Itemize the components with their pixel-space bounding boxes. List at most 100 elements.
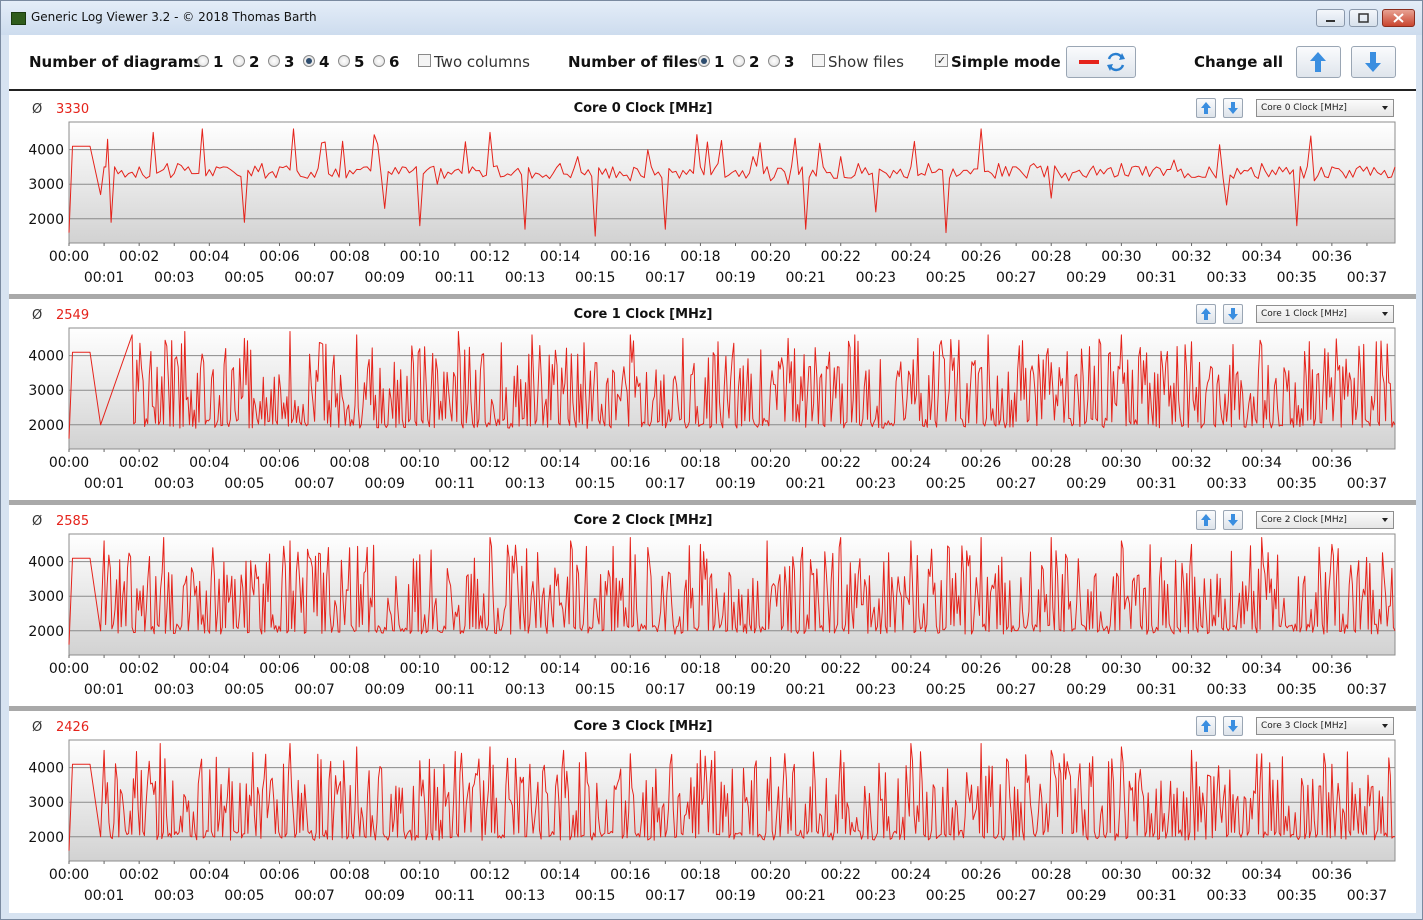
- x-tick-label: 00:13: [505, 682, 545, 698]
- x-tick-label: 00:37: [1347, 888, 1387, 904]
- channel-select-value: Core 0 Clock [MHz]: [1261, 103, 1347, 113]
- x-tick-label: 00:16: [610, 661, 650, 677]
- x-tick-label: 00:02: [119, 661, 159, 677]
- close-icon: [1393, 13, 1404, 23]
- x-tick-label: 00:22: [821, 661, 861, 677]
- x-tick-label: 00:27: [996, 476, 1036, 492]
- x-tick-label: 00:15: [575, 270, 615, 286]
- panel-up-button[interactable]: [1196, 510, 1216, 530]
- channel-select[interactable]: Core 1 Clock [MHz]: [1256, 305, 1394, 323]
- x-tick-label: 00:25: [926, 476, 966, 492]
- x-tick-label: 00:36: [1312, 661, 1352, 677]
- average-value: 2585: [56, 514, 90, 529]
- panel-down-button[interactable]: [1223, 304, 1243, 324]
- window-title: Generic Log Viewer 3.2 - © 2018 Thomas B…: [31, 10, 317, 24]
- x-tick-label: 00:18: [680, 455, 720, 471]
- close-button[interactable]: [1382, 9, 1415, 27]
- files-radio-3[interactable]: [768, 55, 780, 67]
- x-tick-label: 00:24: [891, 249, 931, 265]
- panel-down-button[interactable]: [1223, 98, 1243, 118]
- diagrams-radio-1[interactable]: [197, 55, 209, 67]
- x-tick-label: 00:07: [294, 476, 334, 492]
- diagrams-radio-3-label: 3: [284, 53, 295, 71]
- files-radio-1[interactable]: [698, 55, 710, 67]
- panel-title: Core 0 Clock [MHz]: [573, 101, 713, 116]
- y-tick-label: 3000: [28, 589, 64, 605]
- x-tick-label: 00:34: [1242, 661, 1282, 677]
- channel-select[interactable]: Core 3 Clock [MHz]: [1256, 717, 1394, 735]
- panel-splitter[interactable]: [9, 294, 1416, 299]
- show-files-checkbox[interactable]: [812, 54, 825, 67]
- x-tick-label: 00:36: [1312, 455, 1352, 471]
- arrow-down-icon: [1228, 102, 1238, 114]
- maximize-icon: [1358, 13, 1369, 23]
- x-tick-label: 00:23: [856, 270, 896, 286]
- x-tick-label: 00:22: [821, 455, 861, 471]
- panel-up-button[interactable]: [1196, 304, 1216, 324]
- x-tick-label: 00:35: [1277, 682, 1317, 698]
- x-tick-label: 00:20: [750, 455, 790, 471]
- x-tick-label: 00:15: [575, 682, 615, 698]
- x-tick-label: 00:08: [329, 661, 369, 677]
- x-tick-label: 00:06: [259, 661, 299, 677]
- x-tick-label: 00:08: [329, 867, 369, 883]
- diagrams-radio-4[interactable]: [303, 55, 315, 67]
- panel-splitter[interactable]: [9, 500, 1416, 505]
- x-tick-label: 00:17: [645, 682, 685, 698]
- maximize-button[interactable]: [1349, 9, 1378, 27]
- x-tick-label: 00:27: [996, 270, 1036, 286]
- files-radio-3-label: 3: [784, 53, 795, 71]
- diagrams-radio-3[interactable]: [268, 55, 280, 67]
- x-tick-label: 00:11: [435, 682, 475, 698]
- x-tick-label: 00:16: [610, 867, 650, 883]
- channel-select[interactable]: Core 2 Clock [MHz]: [1256, 511, 1394, 529]
- panel-down-button[interactable]: [1223, 716, 1243, 736]
- x-tick-label: 00:24: [891, 867, 931, 883]
- diagrams-radio-2[interactable]: [233, 55, 245, 67]
- x-tick-label: 00:03: [154, 888, 194, 904]
- minimize-button[interactable]: [1316, 9, 1345, 27]
- x-tick-label: 00:16: [610, 455, 650, 471]
- panel-title: Core 1 Clock [MHz]: [573, 307, 713, 322]
- x-tick-label: 00:01: [84, 270, 124, 286]
- y-tick-label: 4000: [28, 555, 64, 571]
- panel-title: Core 3 Clock [MHz]: [573, 719, 713, 734]
- panel-splitter[interactable]: [9, 706, 1416, 711]
- simple-mode-checkbox[interactable]: ✓: [935, 54, 948, 67]
- x-tick-label: 00:24: [891, 661, 931, 677]
- x-tick-label: 00:04: [189, 455, 229, 471]
- x-tick-label: 00:05: [224, 270, 264, 286]
- x-tick-label: 00:33: [1206, 888, 1246, 904]
- panel-up-button[interactable]: [1196, 716, 1216, 736]
- x-tick-label: 00:14: [540, 867, 580, 883]
- x-tick-label: 00:03: [154, 682, 194, 698]
- panel-down-button[interactable]: [1223, 510, 1243, 530]
- x-tick-label: 00:07: [294, 270, 334, 286]
- arrow-up-icon: [1201, 720, 1211, 732]
- x-tick-label: 00:05: [224, 888, 264, 904]
- diagrams-radio-5[interactable]: [338, 55, 350, 67]
- x-tick-label: 00:19: [715, 476, 755, 492]
- x-tick-label: 00:31: [1136, 888, 1176, 904]
- files-radio-2[interactable]: [733, 55, 745, 67]
- channel-select[interactable]: Core 0 Clock [MHz]: [1256, 99, 1394, 117]
- diagrams-radio-6[interactable]: [373, 55, 385, 67]
- change-all-up-button[interactable]: [1296, 46, 1341, 78]
- x-tick-label: 00:29: [1066, 270, 1106, 286]
- x-tick-label: 00:10: [400, 455, 440, 471]
- panel-up-button[interactable]: [1196, 98, 1216, 118]
- x-tick-label: 00:04: [189, 249, 229, 265]
- x-tick-label: 00:14: [540, 661, 580, 677]
- x-tick-label: 00:20: [750, 867, 790, 883]
- diagrams-radio-2-label: 2: [249, 53, 260, 71]
- x-tick-label: 00:15: [575, 476, 615, 492]
- chevron-down-icon: [1382, 106, 1388, 110]
- x-tick-label: 00:22: [821, 249, 861, 265]
- line-color-toggle-button[interactable]: [1066, 46, 1136, 78]
- change-all-down-button[interactable]: [1351, 46, 1396, 78]
- y-tick-label: 3000: [28, 383, 64, 399]
- two-columns-checkbox[interactable]: [418, 54, 431, 67]
- channel-select-value: Core 2 Clock [MHz]: [1261, 515, 1347, 525]
- x-tick-label: 00:02: [119, 249, 159, 265]
- x-tick-label: 00:15: [575, 888, 615, 904]
